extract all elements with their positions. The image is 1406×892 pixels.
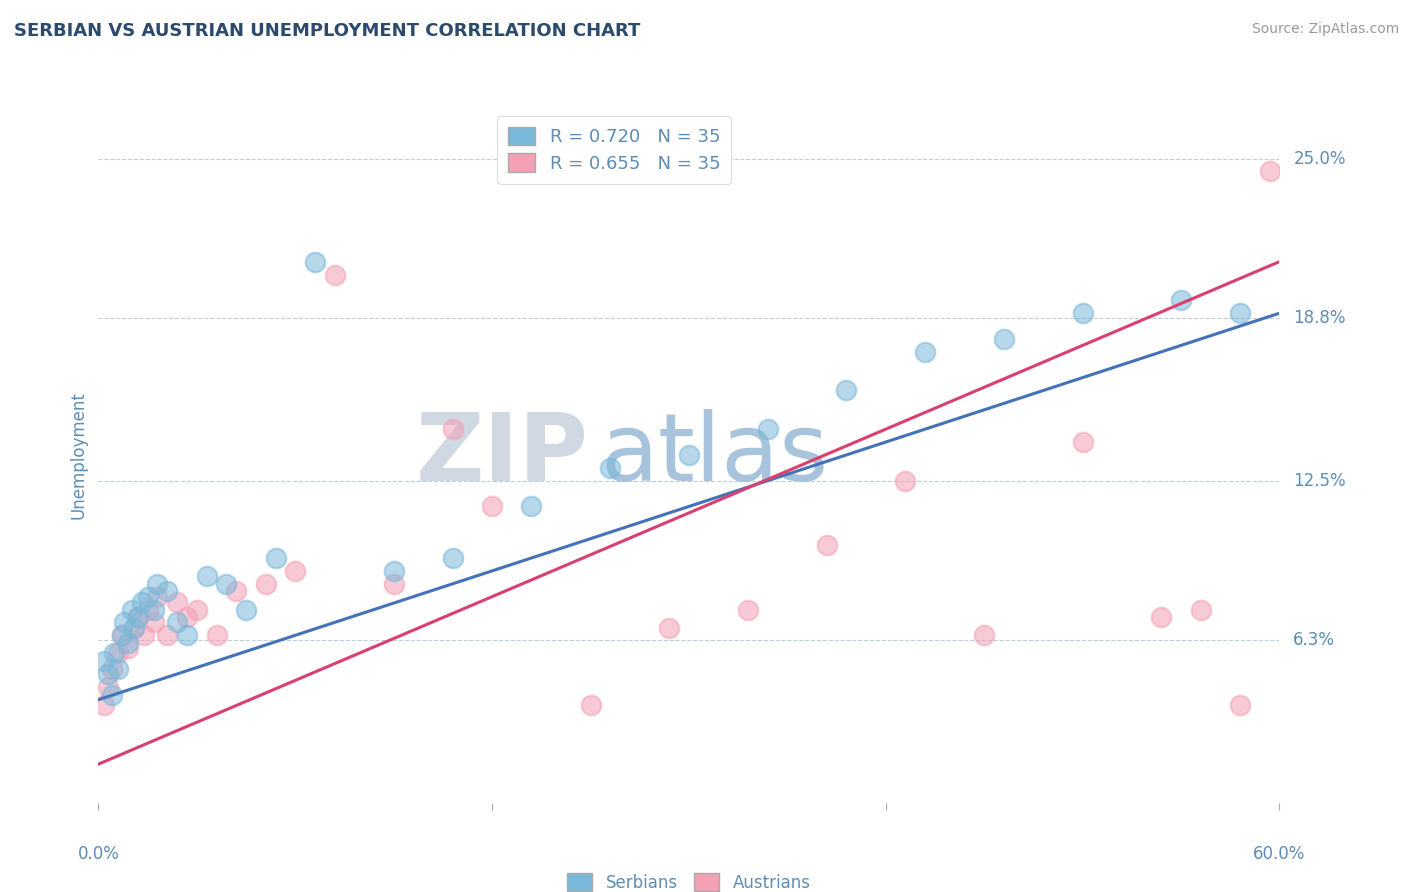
Point xyxy=(235,602,257,616)
Point xyxy=(225,584,247,599)
Point xyxy=(127,610,149,624)
Point xyxy=(195,569,218,583)
Point xyxy=(1189,602,1212,616)
Point xyxy=(481,500,503,514)
Point xyxy=(1258,164,1281,178)
Text: atlas: atlas xyxy=(600,409,828,501)
Point xyxy=(658,621,681,635)
Point xyxy=(176,610,198,624)
Point xyxy=(101,688,124,702)
Point xyxy=(117,641,139,656)
Point xyxy=(382,576,405,591)
Point xyxy=(146,576,169,591)
Text: 12.5%: 12.5% xyxy=(1294,472,1346,490)
Point xyxy=(122,621,145,635)
Text: Source: ZipAtlas.com: Source: ZipAtlas.com xyxy=(1251,22,1399,37)
Text: 18.8%: 18.8% xyxy=(1294,310,1346,327)
Point xyxy=(1071,306,1094,320)
Point xyxy=(678,448,700,462)
Point xyxy=(1150,610,1173,624)
Point xyxy=(441,551,464,566)
Text: 60.0%: 60.0% xyxy=(1253,845,1306,863)
Text: SERBIAN VS AUSTRIAN UNEMPLOYMENT CORRELATION CHART: SERBIAN VS AUSTRIAN UNEMPLOYMENT CORRELA… xyxy=(14,22,641,40)
Point xyxy=(1170,293,1192,308)
Point xyxy=(579,698,602,712)
Point xyxy=(107,662,129,676)
Point xyxy=(156,628,179,642)
Point xyxy=(166,595,188,609)
Point xyxy=(205,628,228,642)
Point xyxy=(737,602,759,616)
Point xyxy=(599,460,621,475)
Point xyxy=(112,615,135,630)
Point xyxy=(264,551,287,566)
Point xyxy=(520,500,543,514)
Point xyxy=(914,344,936,359)
Point xyxy=(815,538,838,552)
Legend: Serbians, Austrians: Serbians, Austrians xyxy=(561,867,817,892)
Text: ZIP: ZIP xyxy=(416,409,589,501)
Point xyxy=(284,564,307,578)
Point xyxy=(215,576,238,591)
Point xyxy=(382,564,405,578)
Point xyxy=(97,680,120,694)
Point xyxy=(111,628,134,642)
Point xyxy=(93,654,115,668)
Point xyxy=(894,474,917,488)
Point xyxy=(93,698,115,712)
Text: 25.0%: 25.0% xyxy=(1294,150,1346,168)
Point xyxy=(323,268,346,282)
Point xyxy=(756,422,779,436)
Point xyxy=(111,628,134,642)
Point xyxy=(136,590,159,604)
Point xyxy=(835,384,858,398)
Point xyxy=(121,602,143,616)
Point xyxy=(1229,698,1251,712)
Point xyxy=(146,590,169,604)
Point xyxy=(441,422,464,436)
Point xyxy=(97,667,120,681)
Point xyxy=(142,602,165,616)
Point xyxy=(107,646,129,660)
Point xyxy=(122,621,145,635)
Point xyxy=(254,576,277,591)
Point xyxy=(166,615,188,630)
Point xyxy=(142,615,165,630)
Point xyxy=(136,602,159,616)
Point xyxy=(156,584,179,599)
Y-axis label: Unemployment: Unemployment xyxy=(69,391,87,519)
Point xyxy=(993,332,1015,346)
Point xyxy=(186,602,208,616)
Point xyxy=(132,628,155,642)
Point xyxy=(101,662,124,676)
Point xyxy=(973,628,995,642)
Text: 6.3%: 6.3% xyxy=(1294,632,1336,649)
Point xyxy=(127,610,149,624)
Point xyxy=(304,254,326,268)
Point xyxy=(1229,306,1251,320)
Point xyxy=(103,646,125,660)
Point xyxy=(117,636,139,650)
Point xyxy=(131,595,153,609)
Point xyxy=(1071,435,1094,450)
Text: 0.0%: 0.0% xyxy=(77,845,120,863)
Point xyxy=(176,628,198,642)
